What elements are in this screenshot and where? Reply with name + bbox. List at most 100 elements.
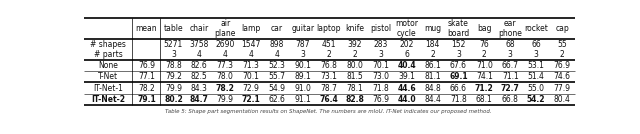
Text: 77.1: 77.1 [138, 72, 155, 81]
Text: 79.9: 79.9 [217, 95, 234, 104]
Text: 77.9: 77.9 [554, 83, 570, 93]
Text: 51.4: 51.4 [528, 72, 545, 81]
Text: 1547
4: 1547 4 [241, 40, 261, 59]
Text: pistol: pistol [370, 24, 391, 33]
Text: 76.9: 76.9 [138, 61, 155, 70]
Text: 66
3: 66 3 [531, 40, 541, 59]
Text: # shapes
# parts: # shapes # parts [90, 40, 126, 59]
Text: 74.6: 74.6 [554, 72, 570, 81]
Text: 82.5: 82.5 [191, 72, 208, 81]
Text: 70.1: 70.1 [372, 61, 389, 70]
Text: cap: cap [555, 24, 569, 33]
Text: 90.1: 90.1 [294, 61, 312, 70]
Text: chair: chair [189, 24, 209, 33]
Text: 451
2: 451 2 [322, 40, 336, 59]
Text: 66.6: 66.6 [450, 83, 467, 93]
Text: laptop: laptop [317, 24, 341, 33]
Text: 44.6: 44.6 [397, 83, 416, 93]
Text: 392
2: 392 2 [348, 40, 362, 59]
Text: 80.2: 80.2 [164, 95, 183, 104]
Text: 79.9: 79.9 [165, 83, 182, 93]
Text: 71.8: 71.8 [372, 83, 389, 93]
Text: 54.2: 54.2 [527, 95, 545, 104]
Text: 79.2: 79.2 [165, 72, 182, 81]
Text: car: car [271, 24, 283, 33]
Text: motor
cycle: motor cycle [395, 19, 418, 38]
Text: 55.0: 55.0 [527, 83, 545, 93]
Text: 71.8: 71.8 [450, 95, 467, 104]
Text: 72.9: 72.9 [243, 83, 260, 93]
Text: 78.2: 78.2 [216, 83, 235, 93]
Text: knife: knife [345, 24, 364, 33]
Text: 40.4: 40.4 [397, 61, 416, 70]
Text: lamp: lamp [241, 24, 260, 33]
Text: IT-Net-2: IT-Net-2 [91, 95, 125, 104]
Text: 89.1: 89.1 [294, 72, 311, 81]
Text: 91.0: 91.0 [294, 83, 312, 93]
Text: None: None [98, 61, 118, 70]
Text: 76.9: 76.9 [554, 61, 570, 70]
Text: 53.1: 53.1 [528, 61, 545, 70]
Text: 78.0: 78.0 [217, 72, 234, 81]
Text: guitar: guitar [291, 24, 314, 33]
Text: 283
3: 283 3 [374, 40, 388, 59]
Text: 84.7: 84.7 [190, 95, 209, 104]
Text: bag: bag [477, 24, 492, 33]
Text: Table 5: Shape part segmentation results on ShapeNet. The numbers are mIoU. IT-N: Table 5: Shape part segmentation results… [164, 109, 492, 114]
Text: 71.3: 71.3 [243, 61, 260, 70]
Text: 52.3: 52.3 [269, 61, 285, 70]
Text: mean: mean [136, 24, 157, 33]
Text: 74.1: 74.1 [476, 72, 493, 81]
Text: 84.4: 84.4 [424, 95, 441, 104]
Text: rocket: rocket [524, 24, 548, 33]
Text: 82.8: 82.8 [346, 95, 364, 104]
Text: 77.3: 77.3 [217, 61, 234, 70]
Text: 81.5: 81.5 [346, 72, 363, 81]
Text: 68.1: 68.1 [476, 95, 493, 104]
Text: ear
phone: ear phone [499, 19, 522, 38]
Text: T-Net: T-Net [98, 72, 118, 81]
Text: 73.1: 73.1 [321, 72, 337, 81]
Text: 202
6: 202 6 [399, 40, 414, 59]
Text: 82.6: 82.6 [191, 61, 208, 70]
Text: 79.1: 79.1 [137, 95, 156, 104]
Text: 898
4: 898 4 [270, 40, 284, 59]
Text: 86.1: 86.1 [424, 61, 441, 70]
Text: 76
2: 76 2 [479, 40, 489, 59]
Text: 55.7: 55.7 [269, 72, 285, 81]
Text: 71.2: 71.2 [475, 83, 493, 93]
Text: 55
2: 55 2 [557, 40, 567, 59]
Text: 68
3: 68 3 [506, 40, 515, 59]
Text: 72.1: 72.1 [242, 95, 260, 104]
Text: 84.8: 84.8 [424, 83, 441, 93]
Text: 787
3: 787 3 [296, 40, 310, 59]
Text: table: table [164, 24, 183, 33]
Text: 152
3: 152 3 [451, 40, 466, 59]
Text: IT-Net-1: IT-Net-1 [93, 83, 123, 93]
Text: 73.0: 73.0 [372, 72, 389, 81]
Text: 71.0: 71.0 [476, 61, 493, 70]
Text: 80.0: 80.0 [346, 61, 364, 70]
Text: 69.1: 69.1 [449, 72, 468, 81]
Text: 78.1: 78.1 [346, 83, 363, 93]
Text: 76.9: 76.9 [372, 95, 389, 104]
Text: mug: mug [424, 24, 441, 33]
Text: 39.1: 39.1 [398, 72, 415, 81]
Text: 70.1: 70.1 [243, 72, 260, 81]
Text: 76.8: 76.8 [321, 61, 337, 70]
Text: 3758
4: 3758 4 [189, 40, 209, 59]
Text: 81.1: 81.1 [424, 72, 441, 81]
Text: 54.9: 54.9 [269, 83, 285, 93]
Text: 78.2: 78.2 [138, 83, 155, 93]
Text: 84.3: 84.3 [191, 83, 208, 93]
Text: 76.4: 76.4 [319, 95, 338, 104]
Text: 66.7: 66.7 [502, 61, 519, 70]
Text: 78.7: 78.7 [321, 83, 337, 93]
Text: 78.8: 78.8 [165, 61, 182, 70]
Text: skate
board: skate board [447, 19, 470, 38]
Text: 2690
4: 2690 4 [216, 40, 235, 59]
Text: 62.6: 62.6 [269, 95, 285, 104]
Text: 44.0: 44.0 [397, 95, 416, 104]
Text: 91.1: 91.1 [294, 95, 311, 104]
Text: 72.7: 72.7 [500, 83, 520, 93]
